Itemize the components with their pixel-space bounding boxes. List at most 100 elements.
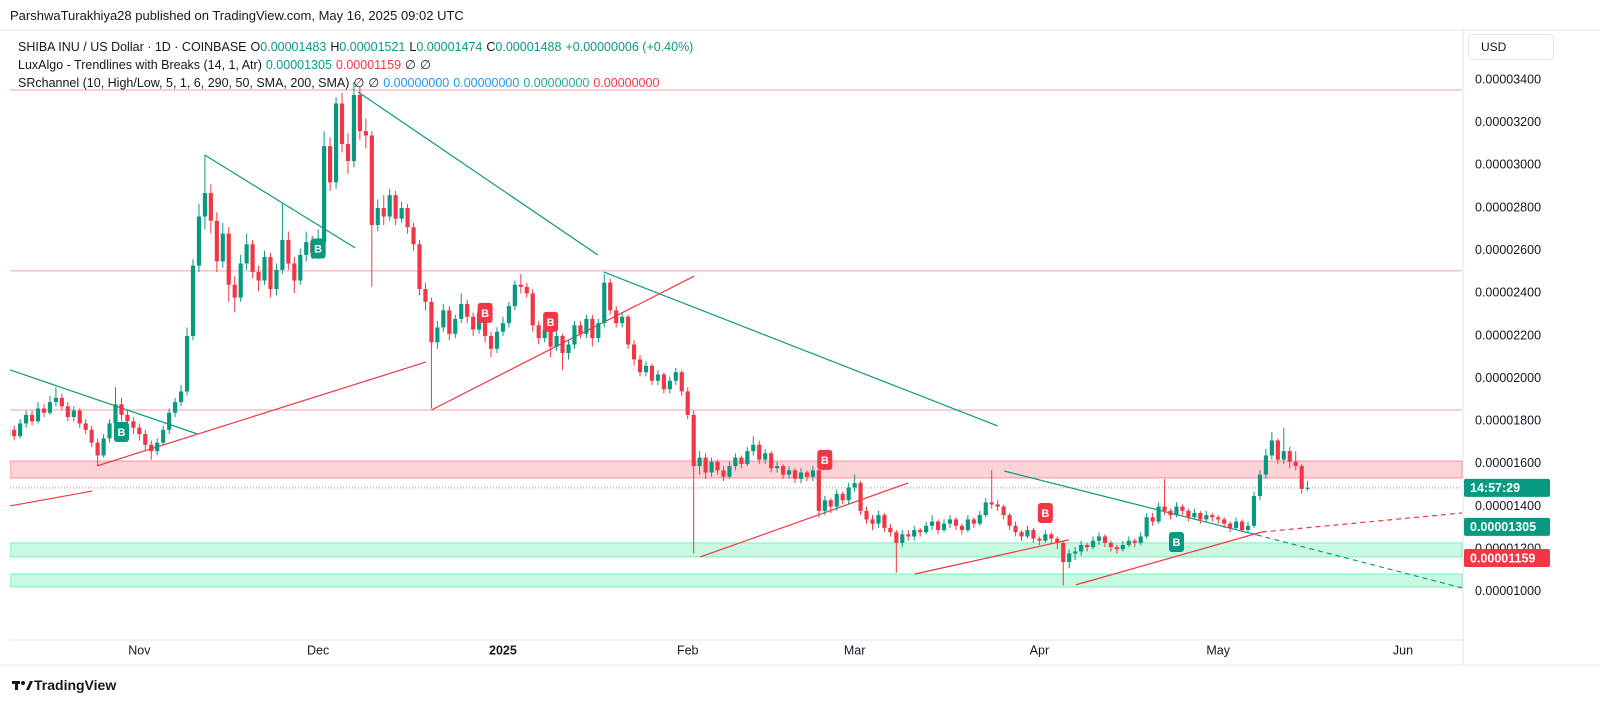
candle-body	[333, 103, 339, 183]
candle-body	[1305, 487, 1310, 489]
candle-body	[1299, 466, 1304, 489]
candle-body	[631, 344, 637, 360]
candle-body	[1263, 455, 1268, 475]
candle-body	[912, 530, 917, 537]
ohlc-key: L	[409, 40, 417, 54]
candle-body	[184, 335, 190, 392]
candle-body	[870, 519, 875, 524]
candle-body	[792, 470, 798, 479]
candle-body	[447, 310, 452, 334]
candle-body	[542, 329, 547, 339]
x-tick-label: 2025	[489, 643, 517, 657]
candle-body	[965, 519, 970, 531]
candle-body	[1287, 451, 1292, 462]
candle-body	[1061, 542, 1066, 563]
indicator-value: ∅	[368, 76, 380, 90]
candle-body	[435, 327, 440, 343]
y-tick-label: 0.00002800	[1475, 200, 1541, 214]
indicator-value: 0.00000000	[383, 76, 450, 90]
candle-body	[125, 414, 130, 422]
candle-body	[214, 220, 219, 262]
y-tick-label: 0.00002000	[1475, 371, 1541, 385]
candle-body	[727, 466, 732, 477]
candle-body	[1204, 515, 1209, 520]
y-tick-label: 0.00002400	[1475, 286, 1541, 300]
ohlc-value: 0.00001483	[260, 40, 327, 54]
indicator-value: 0.00000000	[453, 76, 520, 90]
y-tick-label: 0.00003000	[1475, 158, 1541, 172]
attribution: ParshwaTurakhiya28 published on TradingV…	[10, 8, 464, 23]
candle-body	[1156, 506, 1161, 522]
candle-body	[1073, 551, 1078, 554]
candle-body	[1186, 510, 1191, 518]
candle-body	[1168, 510, 1173, 516]
candle-body	[322, 146, 327, 243]
candle-body	[733, 457, 738, 467]
candle-body	[989, 502, 994, 505]
candle-body	[751, 444, 756, 452]
indicator-value: 0.00000000	[523, 76, 590, 90]
logo	[12, 681, 33, 690]
candle-body	[83, 423, 88, 430]
candle-body	[167, 412, 172, 430]
candle-body	[119, 404, 124, 415]
candle-body	[1108, 542, 1114, 548]
legend-row: SHIBA INU / US Dollar · 1D · COINBASE O0.…	[18, 38, 697, 56]
candle-body	[304, 242, 309, 255]
candle-body	[41, 408, 47, 413]
ohlc-key: H	[330, 40, 340, 54]
candle-body	[190, 265, 196, 336]
candle-body	[703, 457, 708, 473]
candle-body	[1049, 534, 1054, 539]
candle-body	[1257, 474, 1263, 496]
candle-body	[918, 530, 923, 533]
candle-body	[709, 461, 714, 473]
candle-body	[888, 527, 893, 533]
trendline	[10, 490, 93, 507]
indicator-name: SRchannel (10, High/Low, 5, 1, 6, 290, 5…	[18, 76, 350, 90]
signal-label: B	[1041, 508, 1049, 520]
candle-body	[363, 131, 368, 136]
candle-body	[411, 227, 416, 245]
currency-button[interactable]: USD	[1468, 34, 1554, 60]
y-tick-label: 0.00001600	[1475, 456, 1541, 470]
candle-body	[1001, 506, 1006, 516]
candle-body	[268, 257, 273, 290]
legend: SHIBA INU / US Dollar · 1D · COINBASE O0.…	[18, 38, 697, 92]
candle-body	[101, 438, 106, 456]
candle-body	[1120, 545, 1125, 550]
candle-body	[494, 331, 500, 349]
candle-body	[1174, 506, 1179, 516]
candle-body	[679, 372, 684, 392]
candle-body	[977, 515, 982, 524]
indicator-value: 0.00001159	[335, 58, 402, 72]
candle-body	[745, 451, 750, 464]
candle-body	[1019, 532, 1024, 537]
trendline	[603, 271, 998, 427]
candle-body	[1102, 536, 1108, 543]
signal-label: B	[117, 427, 125, 439]
candle-body	[95, 442, 100, 456]
candle-body	[298, 254, 303, 281]
axes: 0.000010000.000012000.000014000.00001600…	[128, 72, 1550, 657]
candle-body	[608, 282, 613, 311]
candle-body	[775, 466, 780, 469]
candle-body	[894, 532, 899, 543]
candle-body	[339, 103, 345, 144]
countdown-label: 14:57:29	[1470, 481, 1520, 495]
candle-body	[465, 303, 470, 317]
trendline	[10, 369, 198, 435]
x-tick-label: Nov	[128, 643, 151, 657]
indicator-name: LuxAlgo - Trendlines with Breaks (14, 1,…	[18, 58, 262, 72]
candle-body	[1126, 540, 1131, 546]
candle-body	[798, 472, 804, 479]
candle-body	[71, 410, 76, 418]
candle-body	[649, 365, 655, 381]
candle-body	[554, 335, 559, 347]
candle-body	[983, 502, 988, 516]
candle-body	[673, 372, 678, 381]
candle-body	[149, 444, 154, 452]
candle-body	[143, 434, 148, 445]
